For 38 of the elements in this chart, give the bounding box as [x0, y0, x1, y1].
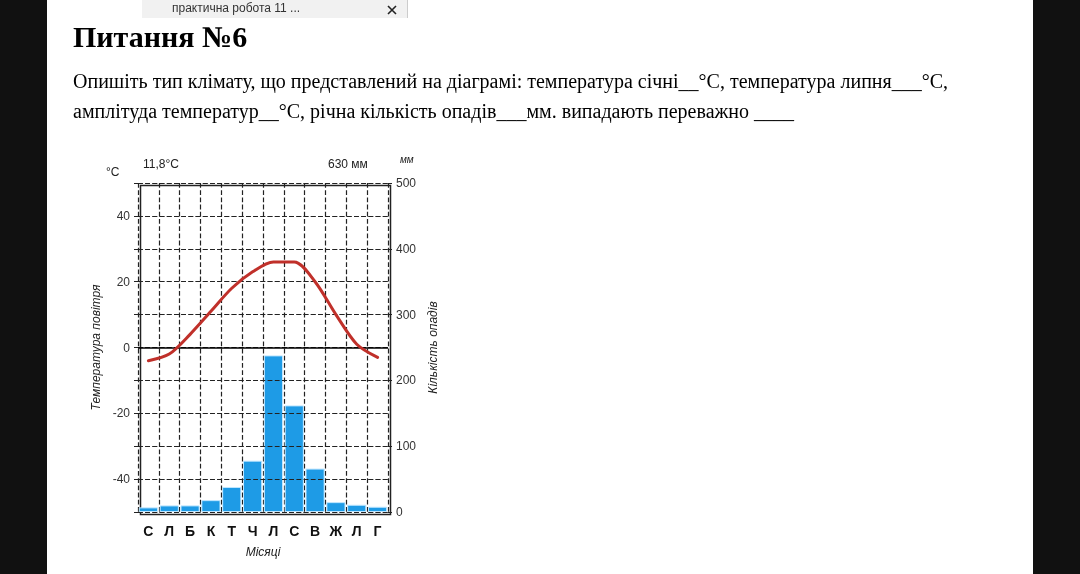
text: мм: [400, 153, 414, 165]
x-tick-label: Ч: [247, 523, 258, 539]
bar: [243, 460, 263, 512]
text: °C: [106, 165, 120, 179]
x-tick-label: Г: [373, 523, 382, 539]
y2-tick-label: 400: [396, 241, 417, 256]
bar: [138, 507, 158, 512]
y2-tick-label: 100: [396, 439, 417, 454]
text: 630 мм: [328, 157, 368, 171]
x-tick-label: К: [206, 523, 216, 539]
y2-axis-title: Кількість опадів: [425, 301, 440, 394]
x-tick-label: Л: [164, 523, 175, 539]
chart-title: Питання №6: [73, 20, 248, 54]
y-tick-label: -20: [112, 406, 131, 421]
y2-tick-label: 500: [396, 176, 417, 190]
bar: [368, 506, 388, 512]
y-axis-title: Температура повітря: [88, 284, 103, 411]
y-tick-label: -40: [112, 472, 131, 487]
x-tick-label: Б: [185, 523, 196, 539]
text: Опишіть тип клімату, що представлений на діаграмі: температура січні__°С, температура липня___°С, амплітуда температур__°С, річна кількість опадів___мм. випадають переважно ____: [73, 69, 950, 125]
x-tick-label: Т: [227, 523, 237, 539]
y-tick-label: 0: [123, 340, 131, 355]
line-series: [146, 260, 380, 363]
x-tick-label: Л: [268, 523, 279, 539]
y-tick-label: 40: [116, 208, 131, 223]
bar: [263, 355, 283, 512]
y-tick-label: 20: [116, 274, 131, 289]
y2-tick-label: 200: [396, 373, 417, 388]
x-tick-label: С: [143, 523, 154, 539]
x-tick-label: Ж: [328, 523, 343, 539]
x-axis-title: Місяці: [245, 545, 281, 559]
y2-tick-label: 300: [396, 307, 417, 322]
text: 11,8°C: [143, 157, 180, 171]
x-tick-label: С: [289, 523, 300, 539]
x-tick-label: В: [310, 523, 321, 539]
x-tick-label: Л: [351, 523, 362, 539]
text: практична робота 11 ...: [172, 1, 301, 15]
y2-tick-label: 0: [396, 505, 403, 519]
